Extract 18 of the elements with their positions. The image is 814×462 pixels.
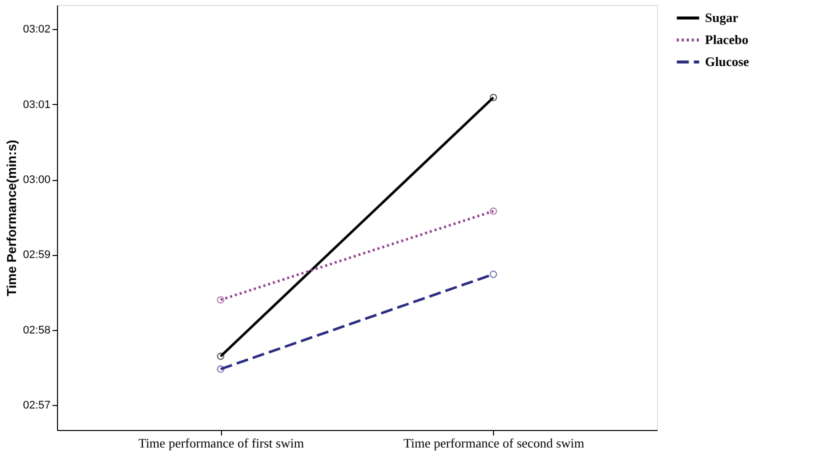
x-tick-label: Time performance of first swim	[138, 436, 304, 450]
point	[490, 207, 498, 215]
legend-label: Sugar	[705, 10, 738, 25]
y-tick-label: 02:58	[22, 324, 50, 336]
point	[216, 296, 224, 304]
x-tick-label: Time performance of second swim	[403, 436, 584, 450]
legend-label: Glucose	[705, 54, 750, 69]
point	[490, 270, 498, 278]
point	[216, 365, 224, 373]
y-tick-label: 03:02	[22, 24, 50, 36]
point	[216, 352, 224, 360]
point	[490, 94, 498, 102]
y-tick-label: 03:00	[22, 174, 50, 186]
y-tick-label: 03:01	[22, 98, 50, 111]
legend-label: Placebo	[705, 32, 748, 47]
y-axis-title: Time Performance(min:s)	[4, 140, 19, 296]
y-tick-label: 02:59	[22, 249, 50, 262]
y-tick-label: 02:57	[22, 400, 50, 412]
